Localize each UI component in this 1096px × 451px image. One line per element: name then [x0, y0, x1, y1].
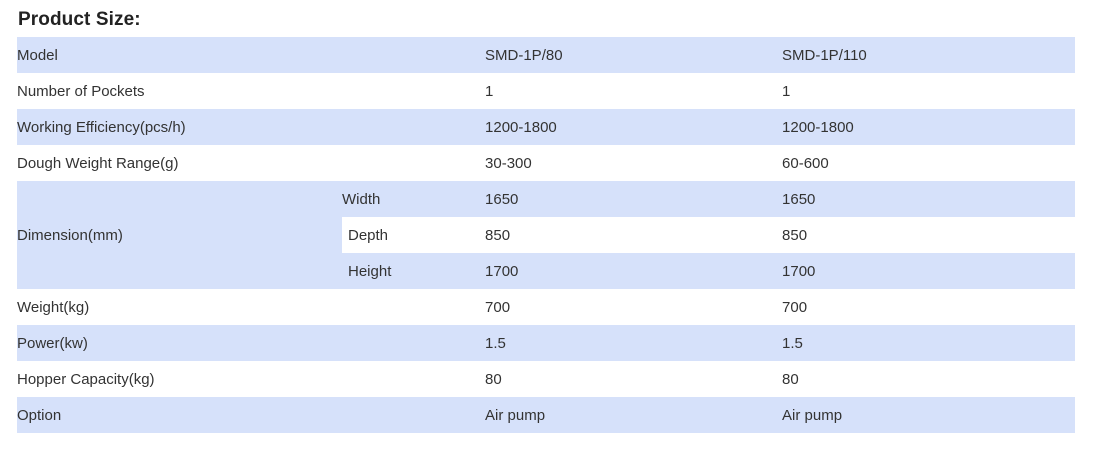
- cell-value: 1650: [485, 190, 519, 208]
- cell-value: 80: [485, 370, 502, 388]
- row-label: Dough Weight Range(g): [17, 154, 179, 172]
- cell-value: 1700: [485, 262, 519, 280]
- cell-value: 1700: [782, 262, 816, 280]
- cell-value: 60-600: [782, 154, 829, 172]
- row-label: Weight(kg): [17, 298, 90, 316]
- row-label: Option: [17, 406, 62, 424]
- cell-value: SMD-1P/110: [782, 46, 867, 64]
- row-label: Number of Pockets: [17, 82, 145, 100]
- cell-value: 1: [782, 82, 791, 100]
- row-label: Power(kw): [17, 334, 88, 352]
- cell-value: 1.5: [782, 334, 803, 352]
- cell-value: 1200-1800: [485, 118, 557, 136]
- cell-value: 30-300: [485, 154, 532, 172]
- table-row-pockets: Number of Pockets 1 1: [17, 73, 1076, 109]
- row-label: Working Efficiency(pcs/h): [17, 118, 186, 136]
- row-label: Model: [17, 46, 58, 64]
- table-row-efficiency: Working Efficiency(pcs/h) 1200-1800 1200…: [17, 109, 1076, 145]
- cell-value: 850: [485, 226, 511, 244]
- sub-label: Width: [342, 190, 381, 208]
- cell-value: Air pump: [782, 406, 843, 424]
- cell-value: 700: [782, 298, 808, 316]
- cell-value: 700: [485, 298, 511, 316]
- sub-label: Height: [348, 262, 392, 280]
- table-row-weight: Weight(kg) 700 700: [17, 289, 1076, 325]
- cell-value: 1200-1800: [782, 118, 854, 136]
- table-row-dough-weight: Dough Weight Range(g) 30-300 60-600: [17, 145, 1076, 181]
- product-size-table: Model SMD-1P/80 SMD-1P/110 Number of Poc…: [17, 37, 1076, 433]
- cell-value: 1.5: [485, 334, 506, 352]
- cell-value: 1: [485, 82, 494, 100]
- cell-value: 850: [782, 226, 808, 244]
- table-row-dimension-width: Dimension(mm) Width 1650 1650: [17, 181, 1076, 289]
- cell-value: 80: [782, 370, 799, 388]
- table-row-hopper: Hopper Capacity(kg) 80 80: [17, 361, 1076, 397]
- table-row-model: Model SMD-1P/80 SMD-1P/110: [17, 37, 1076, 73]
- cell-value: Air pump: [485, 406, 546, 424]
- cell-value: SMD-1P/80: [485, 46, 563, 64]
- table-row-option: Option Air pump Air pump: [17, 397, 1076, 433]
- row-label: Dimension(mm): [17, 181, 342, 289]
- sub-label: Depth: [348, 226, 389, 244]
- cell-value: 1650: [782, 190, 816, 208]
- section-title: Product Size:: [18, 9, 141, 30]
- row-label: Hopper Capacity(kg): [17, 370, 155, 388]
- table-row-power: Power(kw) 1.5 1.5: [17, 325, 1076, 361]
